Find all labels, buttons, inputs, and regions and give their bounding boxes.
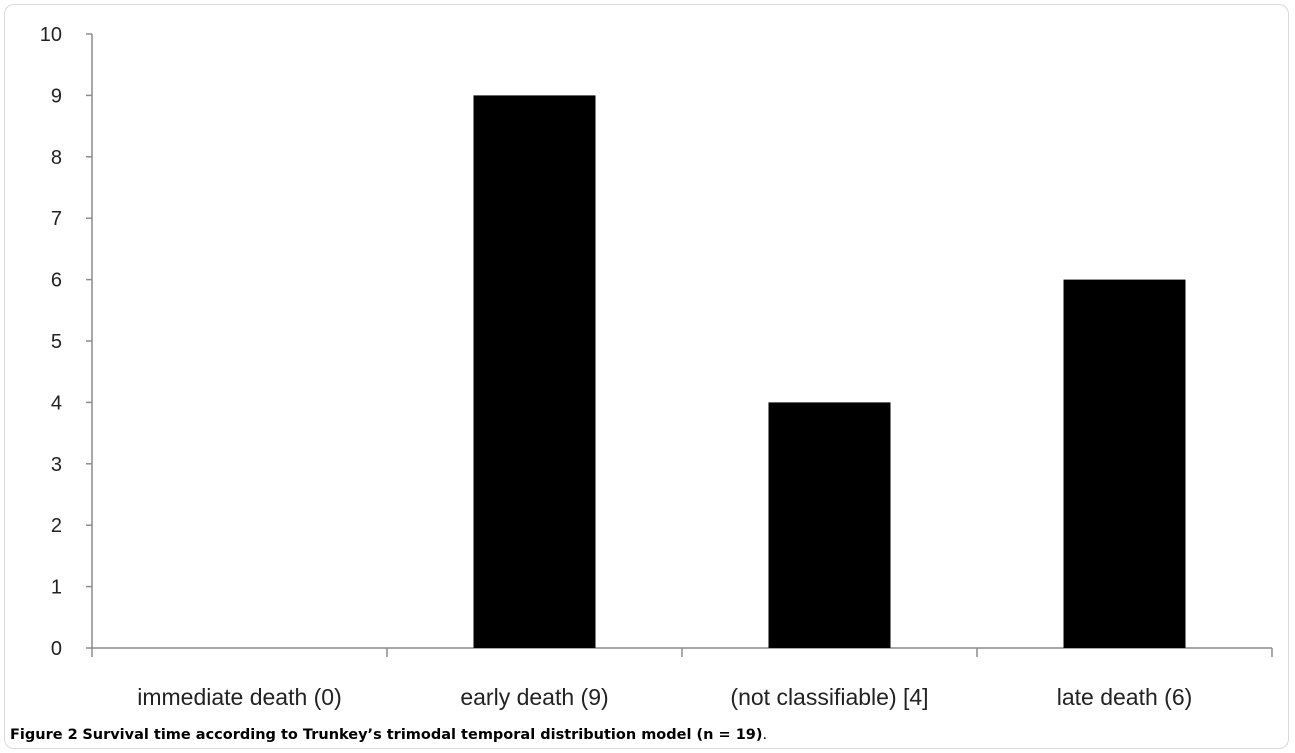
x-tick-label: late death (6) — [1057, 684, 1193, 710]
figure-frame — [4, 4, 1289, 749]
caption-period: . — [762, 727, 768, 743]
y-tick-label: 2 — [51, 515, 62, 537]
y-tick-label: 8 — [51, 147, 62, 169]
y-tick-label: 4 — [51, 392, 62, 414]
x-tick-label: (not classifiable) [4] — [730, 684, 928, 710]
y-tick-label: 1 — [51, 577, 62, 599]
figure-caption-text: Survival time according to Trunkey’s tri… — [82, 727, 763, 743]
y-tick-label: 9 — [51, 85, 62, 107]
y-tick-label: 6 — [51, 270, 62, 292]
bar — [473, 95, 596, 648]
y-tick-label: 5 — [51, 331, 62, 353]
y-tick-label: 0 — [51, 638, 62, 660]
bar — [1063, 279, 1186, 648]
x-tick-label: early death (9) — [460, 684, 608, 710]
x-tick-label: immediate death (0) — [137, 684, 342, 710]
y-tick-label: 7 — [51, 208, 62, 230]
figure-caption: Figure 2 Survival time according to Trun… — [10, 727, 767, 743]
figure-label: Figure 2 — [10, 727, 78, 743]
y-tick-label: 10 — [40, 24, 62, 46]
y-tick-label: 3 — [51, 454, 62, 476]
bar — [768, 402, 891, 648]
bar-chart: 0 1 2 3 4 5 6 7 8 9 10 immediate death (0) early dea… — [40, 24, 1273, 710]
